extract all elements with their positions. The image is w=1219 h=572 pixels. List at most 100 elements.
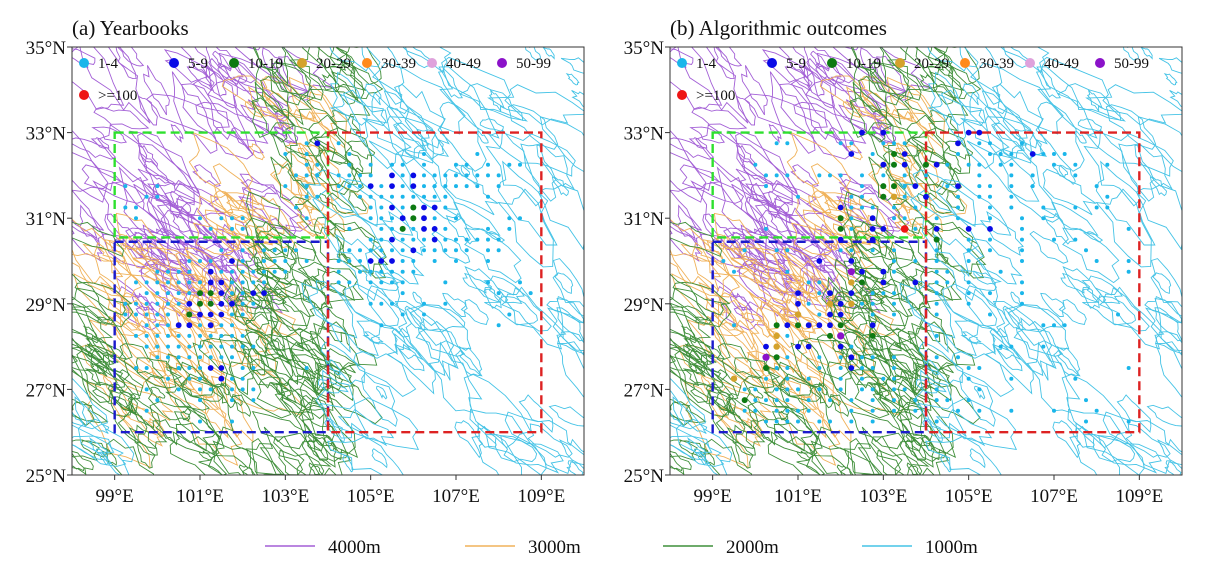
contour-line: [342, 454, 354, 473]
point-1-4: [208, 387, 213, 392]
contour-line: [168, 361, 214, 397]
point-5-9: [933, 161, 940, 168]
contour-line: [334, 221, 387, 279]
contour-line: [212, 163, 254, 222]
legend-label: 50-99: [516, 56, 551, 72]
contour-line: [704, 438, 753, 475]
contour-line: [927, 47, 954, 76]
contour-line: [148, 350, 209, 382]
contour-line: [559, 438, 584, 470]
point-1-4: [198, 387, 202, 392]
point-1-4: [230, 344, 234, 349]
point-1-4: [336, 280, 341, 285]
point-1-4: [988, 216, 992, 221]
contour-legend-item: 4000m: [265, 537, 381, 558]
contour-line: [995, 343, 1023, 372]
contour-line: [344, 283, 400, 327]
contour-line: [124, 397, 161, 429]
point-1-4: [956, 408, 960, 413]
contour-line: [858, 353, 912, 385]
point-1-4: [785, 387, 790, 392]
contour-line: [169, 430, 228, 475]
point-1-4: [806, 280, 811, 285]
point-1-4: [806, 408, 811, 413]
point-1-4: [358, 269, 362, 274]
point-1-4: [230, 280, 234, 285]
contour-line: [1052, 420, 1082, 459]
contour-line: [236, 291, 273, 315]
contour-line: [670, 439, 698, 462]
point-10-19: [869, 332, 876, 339]
point-1-4: [358, 248, 362, 253]
contour-line: [391, 327, 424, 361]
point-1-4: [198, 216, 202, 221]
contour-line: [247, 85, 289, 122]
point-1-4: [230, 376, 234, 381]
contour-line: [875, 382, 901, 418]
point-1-4: [892, 301, 896, 306]
contour-line: [145, 375, 192, 421]
contour-line: [273, 126, 296, 145]
point-5-9: [197, 311, 203, 318]
point-1-4: [966, 280, 971, 285]
x-tick-label: 99°E: [694, 486, 732, 507]
contour-line: [72, 151, 124, 192]
legend-label: 20-29: [914, 56, 949, 72]
point-1-4: [379, 194, 384, 199]
point-5-9: [207, 322, 214, 329]
legend-marker: [895, 58, 905, 68]
contour-line: [934, 47, 980, 85]
contour-line: [790, 164, 819, 187]
point-1-4: [785, 141, 790, 146]
contour-line: [273, 432, 332, 475]
point-1-4: [774, 398, 779, 403]
contour-line: [904, 88, 969, 123]
point-5-9: [431, 204, 438, 211]
contour-line: [74, 281, 133, 316]
contour-line: [849, 410, 917, 450]
contour-line: [849, 437, 881, 475]
point-1-4: [988, 248, 992, 253]
contour-line: [556, 341, 584, 399]
point-1-4: [1052, 408, 1056, 413]
contour-line: [557, 331, 584, 354]
point-1-4: [817, 419, 822, 424]
y-tick-label: 29°N: [624, 295, 665, 316]
point-1-4: [176, 333, 181, 338]
point-1-4: [208, 259, 213, 263]
point-1-4: [240, 259, 245, 263]
point-1-4: [518, 216, 522, 221]
point-1-4: [134, 301, 138, 306]
point-1-4: [443, 301, 448, 306]
point-1-4: [422, 301, 426, 306]
point-1-4: [155, 323, 160, 328]
contour-line: [72, 346, 102, 387]
point-1-4: [443, 248, 448, 253]
contour-line: [438, 66, 500, 139]
point-1-4: [496, 248, 501, 253]
contour-line: [683, 344, 713, 369]
contour-line: [244, 101, 265, 119]
point-1-4: [1020, 216, 1024, 221]
point-5-9: [784, 322, 791, 329]
point-1-4: [454, 184, 458, 189]
contour-line: [245, 443, 304, 475]
contour-line: [749, 360, 818, 415]
contour-line: [418, 317, 457, 381]
contour-line: [878, 387, 924, 452]
point-10-19: [207, 300, 214, 307]
contour-line: [927, 93, 985, 127]
contour-line: [892, 200, 935, 235]
contour-line: [72, 129, 109, 203]
point-5-9: [367, 183, 374, 190]
point-1-4: [988, 184, 992, 189]
point-1-4: [1009, 408, 1014, 413]
contour-line: [554, 272, 574, 295]
category-legend: 1-4 5-9 10-19 20-29 30-39 40-49 50-99 >=100: [677, 56, 1149, 104]
contour-line: [913, 361, 954, 388]
contour-line: [753, 419, 779, 446]
contour-line: [1152, 272, 1172, 295]
point-10-19: [837, 225, 844, 232]
point-1-4: [785, 173, 790, 178]
point-1-4: [155, 333, 160, 338]
